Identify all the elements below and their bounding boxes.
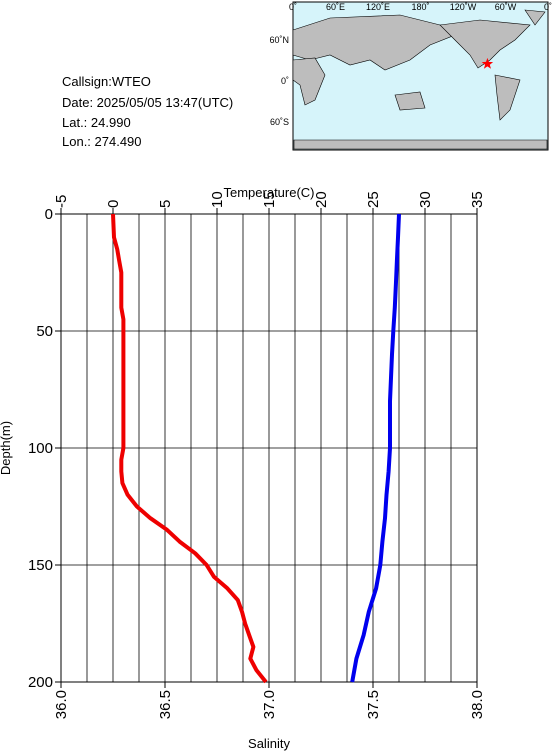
map-lat-label: 60˚S (270, 117, 289, 127)
x-tick-label: 36.0 (53, 690, 70, 719)
x2-tick-label: 5 (157, 200, 174, 208)
x2-tick-label: 15 (261, 191, 278, 208)
profile-line (350, 213, 401, 683)
map (292, 1, 549, 151)
map-lon-label: 120˚W (450, 2, 477, 12)
map-lon-label: 60˚W (495, 2, 517, 12)
lon: Lon.: 274.490 (62, 134, 142, 149)
y-tick-label: 0 (45, 206, 53, 223)
map-lat-label: 60˚N (269, 35, 289, 45)
map-lon-label: 60˚E (326, 2, 345, 12)
y-tick-label: 150 (28, 557, 53, 574)
x-title: Salinity (248, 736, 290, 751)
continents (292, 9, 548, 150)
x2-tick-label: 20 (313, 191, 330, 208)
x2-tick-label: 25 (365, 191, 382, 208)
station-marker (481, 57, 494, 69)
map-lon-label: 0˚ (289, 2, 297, 12)
map-lon-label: 180˚ (411, 2, 429, 12)
map-lat-label: 0˚ (281, 76, 289, 86)
x-tick-label: 36.5 (157, 690, 174, 719)
callsign: Callsign:WTEO (62, 74, 151, 89)
x2-title: Temperature(C) (223, 185, 314, 200)
x2-tick-label: 35 (469, 191, 486, 208)
x-tick-label: 37.0 (261, 690, 278, 719)
profile-line (111, 213, 268, 684)
y-tick-label: 50 (36, 323, 53, 340)
date: Date: 2025/05/05 13:47(UTC) (62, 95, 233, 110)
x2-tick-label: -5 (53, 195, 70, 208)
map-lon-label: 0˚ (544, 2, 552, 12)
map-lon-label: 120˚E (366, 2, 390, 12)
y-tick-label: 200 (28, 674, 53, 691)
x-tick-label: 38.0 (469, 690, 486, 719)
lat: Lat.: 24.990 (62, 115, 131, 130)
x2-tick-label: 10 (209, 191, 226, 208)
x-tick-label: 37.5 (365, 690, 382, 719)
x2-tick-label: 0 (105, 200, 122, 208)
x2-tick-label: 30 (417, 191, 434, 208)
y-tick-label: 100 (28, 440, 53, 457)
y-title: Depth(m) (0, 421, 13, 475)
